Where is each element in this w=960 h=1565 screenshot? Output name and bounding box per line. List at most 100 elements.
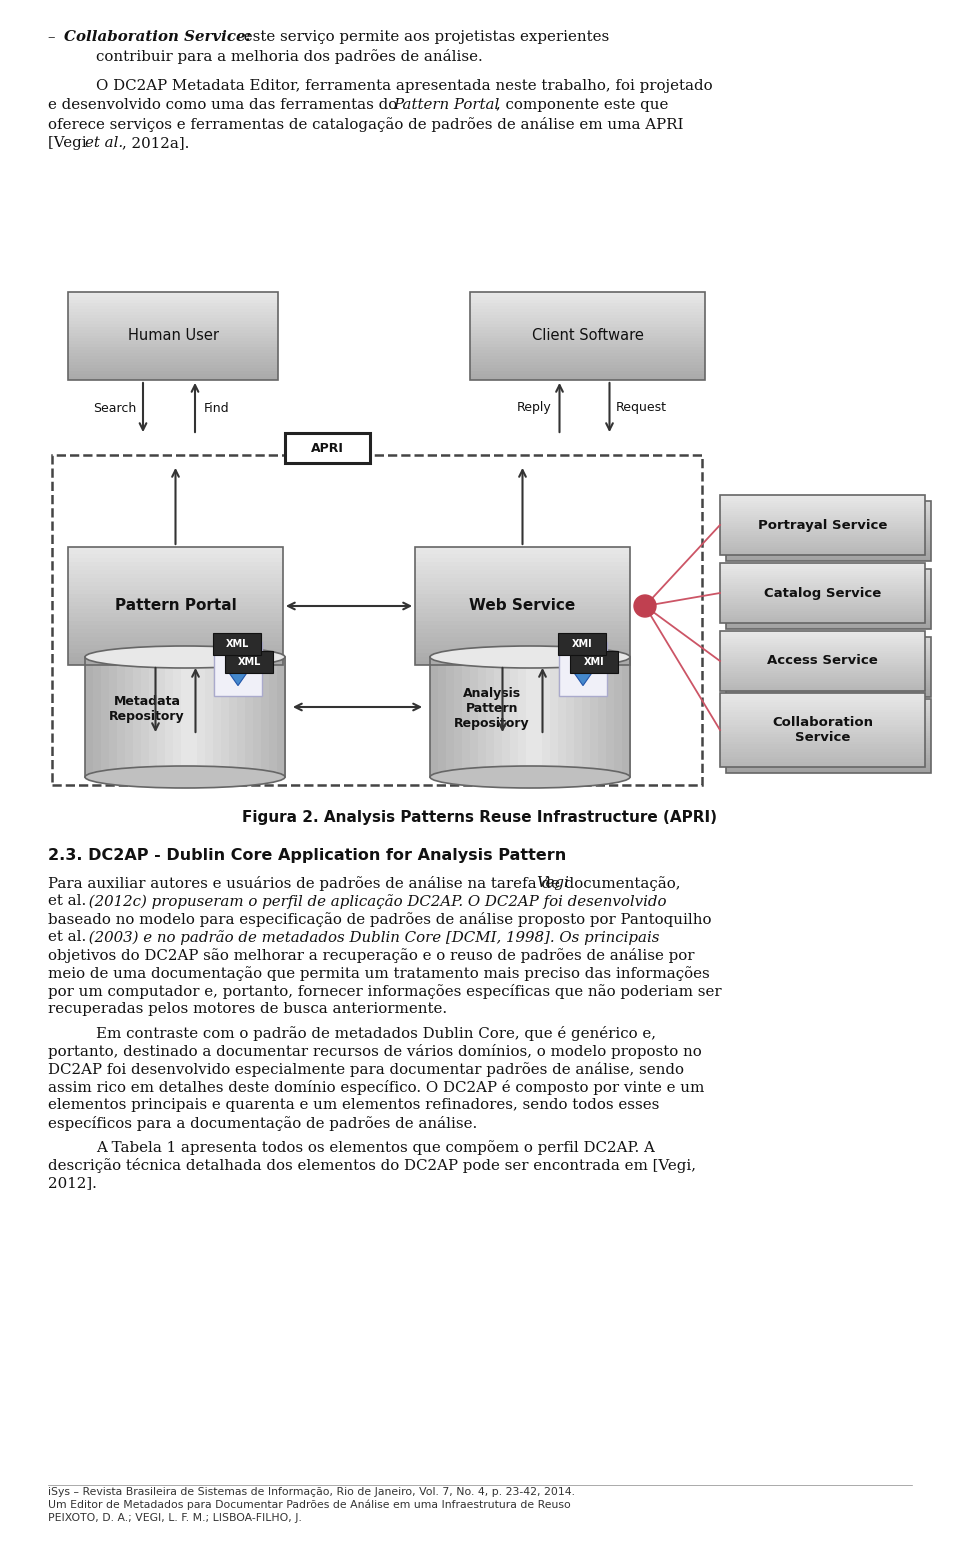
Text: (2003) e no padrão de metadados Dublin Core [DCMI, 1998]. Os principais: (2003) e no padrão de metadados Dublin C… (84, 930, 660, 945)
Text: Vegi: Vegi (536, 876, 568, 890)
Bar (720, 728, 925, 729)
Bar (68, 637, 283, 642)
Bar (470, 347, 705, 351)
Bar (68, 335, 278, 340)
Bar (720, 737, 925, 740)
Text: (2012c) propuseram o perfil de aplicação DC2AP. O DC2AP foi desenvolvido: (2012c) propuseram o perfil de aplicação… (84, 894, 666, 909)
Text: XMI: XMI (584, 657, 604, 667)
Bar (726, 587, 931, 588)
Bar (68, 377, 278, 380)
Bar (720, 764, 925, 767)
Bar (141, 657, 150, 776)
Bar (470, 324, 705, 327)
Bar (510, 657, 518, 776)
Bar (726, 574, 931, 577)
Bar (52, 455, 702, 786)
Bar (726, 546, 931, 549)
Bar (470, 377, 705, 380)
Bar (68, 629, 283, 634)
Text: et al.: et al. (85, 136, 123, 150)
Text: recuperadas pelos motores de busca anteriormente.: recuperadas pelos motores de busca anter… (48, 1002, 447, 1016)
Bar (726, 548, 931, 551)
Bar (720, 593, 925, 595)
Bar (68, 609, 283, 613)
Bar (720, 634, 925, 637)
Bar (726, 695, 931, 696)
Bar (726, 690, 931, 693)
Bar (726, 595, 931, 596)
Bar (720, 588, 925, 592)
Bar (720, 673, 925, 675)
Bar (720, 590, 925, 593)
Bar (720, 632, 925, 635)
Bar (518, 657, 526, 776)
Bar (720, 659, 925, 660)
Bar (726, 701, 931, 704)
Text: e desenvolvido como uma das ferramentas do: e desenvolvido como uma das ferramentas … (48, 99, 402, 113)
Bar (566, 657, 574, 776)
Bar (726, 700, 931, 773)
Bar (720, 565, 925, 567)
Bar (726, 648, 931, 651)
Bar (720, 531, 925, 534)
Bar (720, 687, 925, 689)
Bar (415, 632, 630, 637)
Circle shape (634, 595, 656, 617)
Ellipse shape (430, 646, 630, 668)
Bar (558, 657, 566, 776)
Bar (726, 617, 931, 620)
Bar (720, 656, 925, 659)
Bar (720, 563, 925, 623)
Bar (726, 723, 931, 726)
Bar (720, 499, 925, 501)
Bar (68, 617, 283, 621)
Bar (720, 717, 925, 720)
Bar (726, 518, 931, 521)
Bar (720, 750, 925, 753)
Bar (598, 657, 607, 776)
Bar (720, 573, 925, 574)
Ellipse shape (85, 765, 285, 789)
Bar (720, 721, 925, 725)
Bar (720, 670, 925, 673)
Bar (430, 657, 439, 776)
Bar (726, 509, 931, 512)
Bar (720, 587, 925, 588)
Bar (415, 657, 630, 660)
Bar (181, 657, 189, 776)
Text: XML: XML (237, 657, 261, 667)
Bar (726, 504, 931, 507)
Bar (277, 657, 285, 776)
Bar (125, 657, 133, 776)
Bar (726, 579, 931, 581)
Bar (726, 620, 931, 623)
Bar (550, 657, 559, 776)
Bar (470, 293, 705, 380)
Text: Um Editor de Metadados para Documentar Padrões de Análise em uma Infraestrutura : Um Editor de Metadados para Documentar P… (48, 1499, 571, 1510)
Bar (720, 654, 925, 657)
Bar (726, 532, 931, 535)
Text: Portrayal Service: Portrayal Service (757, 518, 887, 532)
Text: Human User: Human User (128, 329, 219, 343)
Bar (720, 695, 925, 698)
Bar (68, 307, 278, 310)
Bar (415, 601, 630, 606)
Bar (726, 607, 931, 609)
Bar (726, 603, 931, 606)
Bar (726, 639, 931, 642)
Bar (68, 585, 283, 590)
Bar (720, 618, 925, 621)
Bar (68, 574, 283, 579)
Bar (720, 510, 925, 513)
Bar (93, 657, 102, 776)
Bar (726, 679, 931, 681)
FancyBboxPatch shape (559, 642, 607, 696)
Bar (558, 632, 606, 656)
Bar (726, 637, 931, 696)
Bar (415, 551, 630, 556)
Bar (720, 732, 925, 736)
Bar (415, 570, 630, 574)
Bar (68, 653, 283, 657)
Bar (470, 311, 705, 316)
Bar (68, 562, 283, 567)
